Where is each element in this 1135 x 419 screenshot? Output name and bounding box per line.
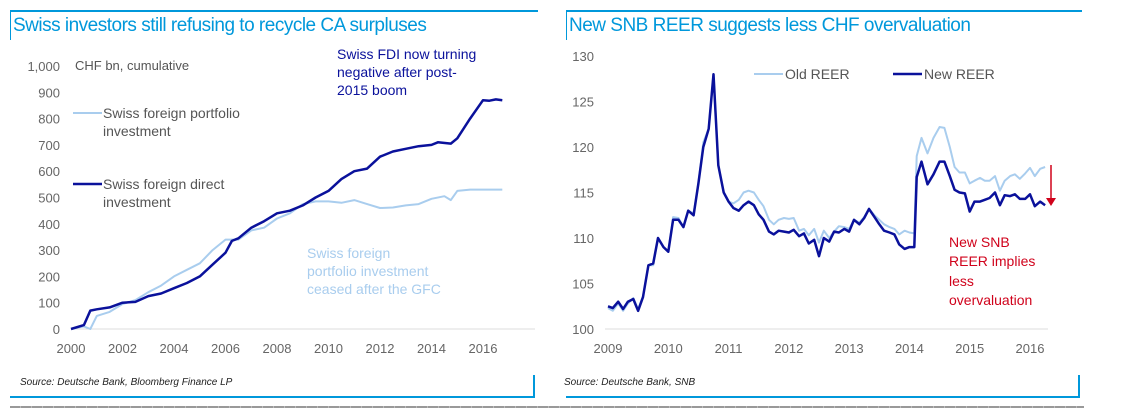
left-panel-frame-side	[10, 10, 11, 40]
right-chart-title: New SNB REER suggests less CHF overvalua…	[569, 15, 971, 36]
y-tick-label: 1,000	[27, 59, 60, 74]
y-tick-label: 200	[38, 269, 60, 284]
x-tick-label: 2010	[654, 341, 683, 356]
y-tick-label: 115	[573, 186, 594, 201]
left-chart: 0 100 200 300 400 500 600 700 800 900 1,000 2000 200…	[27, 59, 535, 356]
x-tick-label: 2000	[57, 341, 86, 356]
left-chart-title: Swiss investors still refusing to recycl…	[13, 15, 427, 36]
y-tick-label: 130	[572, 49, 594, 64]
right-chart: 100 105 110 115 120 125 130 2009 2010 2011 2012 201…	[572, 49, 1048, 356]
y-tick-label: 100	[38, 296, 60, 311]
right-source: Source: Deutsche Bank, SNB	[564, 377, 696, 388]
left-panel-frame-top	[10, 10, 538, 12]
legend-label-portfolio-1: Swiss foreign portfolio	[103, 105, 240, 121]
legend-label-old-reer: Old REER	[785, 66, 850, 82]
portfolio-annotation-2: portfolio investment	[307, 263, 429, 279]
right-panel-frame-bottom	[566, 396, 1080, 398]
fdi-annotation-3: 2015 boom	[337, 82, 407, 98]
series-line-dark	[607, 72, 1046, 313]
x-tick-label: 2016	[1016, 341, 1045, 356]
down-arrow-icon	[1046, 198, 1056, 206]
right-panel-frame-side	[566, 10, 567, 40]
left-panel-frame-right	[533, 375, 535, 398]
legend-label-fdi-2: investment	[103, 194, 171, 210]
x-tick-label: 2008	[263, 341, 292, 356]
fdi-annotation-2: negative after post-	[337, 64, 457, 80]
left-y-unit-label: CHF bn, cumulative	[75, 58, 189, 73]
legend-label-new-reer: New REER	[924, 66, 995, 82]
x-tick-label: 2010	[314, 341, 343, 356]
legend-label-fdi-1: Swiss foreign direct	[103, 176, 224, 192]
y-tick-label: 800	[38, 112, 60, 127]
y-tick-label: 110	[573, 231, 594, 246]
legend-label-portfolio-2: investment	[103, 123, 171, 139]
series-line-light	[607, 73, 1046, 312]
x-tick-label: 2002	[108, 341, 137, 356]
reer-annotation-2: REER implies	[949, 253, 1035, 269]
y-tick-label: 400	[38, 217, 60, 232]
x-tick-label: 2004	[160, 341, 189, 356]
x-tick-label: 2012	[366, 341, 395, 356]
right-panel-frame-right	[1078, 375, 1080, 398]
fdi-annotation-1: Swiss FDI now turning	[337, 46, 476, 62]
page-divider	[10, 406, 1084, 408]
x-tick-label: 2009	[594, 341, 623, 356]
left-panel-frame-bottom	[10, 396, 535, 398]
y-tick-label: 700	[38, 138, 60, 153]
y-tick-label: 120	[572, 140, 594, 155]
x-tick-label: 2016	[469, 341, 498, 356]
x-tick-label: 2015	[955, 341, 984, 356]
y-tick-label: 105	[572, 277, 594, 292]
x-tick-label: 2014	[895, 341, 924, 356]
y-tick-label: 600	[38, 164, 60, 179]
x-tick-label: 2012	[774, 341, 803, 356]
x-tick-label: 2006	[211, 341, 240, 356]
right-panel-frame-top	[566, 10, 1082, 12]
y-tick-label: 100	[572, 322, 594, 337]
portfolio-annotation-3: ceased after the GFC	[307, 281, 441, 297]
y-tick-label: 300	[38, 243, 60, 258]
y-tick-label: 0	[53, 322, 60, 337]
reer-annotation-1: New SNB	[949, 234, 1010, 250]
left-source: Source: Deutsche Bank, Bloomberg Finance…	[20, 377, 233, 388]
y-tick-label: 900	[38, 85, 60, 100]
x-tick-label: 2011	[715, 341, 743, 356]
y-tick-label: 500	[38, 191, 60, 206]
series-line-dark	[70, 98, 503, 331]
series-line-light	[70, 188, 503, 330]
x-tick-label: 2013	[835, 341, 864, 356]
x-tick-label: 2014	[417, 341, 446, 356]
reer-annotation-3: less	[949, 273, 974, 289]
reer-annotation-4: overvaluation	[949, 292, 1032, 308]
y-tick-label: 125	[572, 95, 594, 110]
portfolio-annotation-1: Swiss foreign	[307, 245, 390, 261]
